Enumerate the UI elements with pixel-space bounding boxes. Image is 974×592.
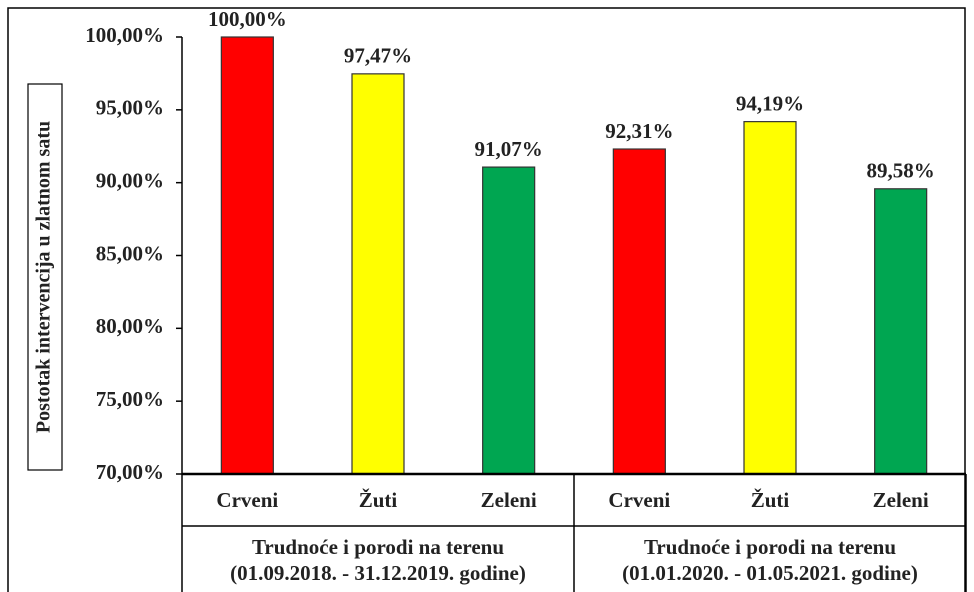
- group-label: Trudnoće i porodi na terenu: [644, 535, 896, 559]
- x-tick-label: Zeleni: [873, 488, 929, 512]
- y-axis-label: Postotak intervencija u zlatnom satu: [33, 121, 55, 433]
- bar: [351, 73, 405, 475]
- bar: [612, 148, 666, 475]
- bar: [874, 188, 928, 475]
- value-label: 92,31%: [605, 119, 673, 143]
- bar: [220, 36, 274, 475]
- value-label: 89,58%: [867, 159, 935, 183]
- y-tick-label: 75,00%: [96, 387, 164, 411]
- x-tick-label: Zeleni: [481, 488, 537, 512]
- y-tick-label: 70,00%: [96, 460, 164, 484]
- group-period: (01.01.2020. - 01.05.2021. godine): [622, 561, 918, 585]
- y-label-box: [27, 83, 63, 471]
- y-tick-label: 85,00%: [96, 241, 164, 265]
- group-label: Trudnoće i porodi na terenu: [252, 535, 504, 559]
- value-label: 100,00%: [208, 7, 287, 31]
- x-tick-label: Žuti: [751, 488, 790, 512]
- y-tick-label: 80,00%: [96, 314, 164, 338]
- value-label: 97,47%: [344, 44, 412, 68]
- x-tick-label: Žuti: [359, 488, 398, 512]
- bar: [482, 166, 536, 475]
- y-tick-label: 90,00%: [96, 168, 164, 192]
- x-tick-label: Crveni: [608, 488, 670, 512]
- chart-frame: [7, 7, 966, 592]
- bar: [743, 121, 797, 475]
- x-tick-label: Crveni: [216, 488, 278, 512]
- y-tick-label: 100,00%: [85, 23, 164, 47]
- value-label: 94,19%: [736, 91, 804, 115]
- group-period: (01.09.2018. - 31.12.2019. godine): [230, 561, 526, 585]
- y-tick-label: 95,00%: [96, 96, 164, 120]
- value-label: 91,07%: [475, 137, 543, 161]
